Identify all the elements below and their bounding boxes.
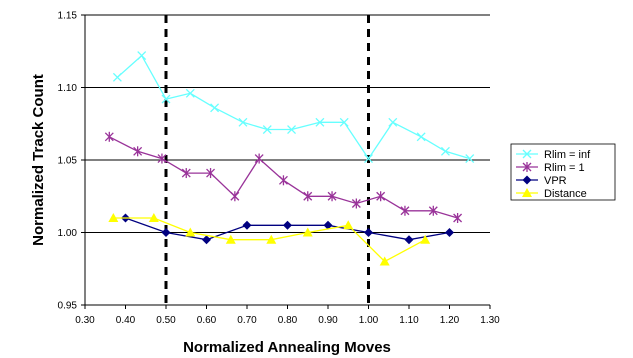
- data-point-1-8: [303, 191, 313, 202]
- data-point-0-12: [416, 132, 426, 142]
- legend-marker-0: [522, 149, 532, 159]
- data-point-3-6: [343, 220, 354, 230]
- data-point-3-7: [379, 256, 390, 266]
- data-point-1-13: [428, 205, 438, 216]
- data-point-0-14: [465, 154, 475, 164]
- data-point-1-2: [157, 153, 167, 164]
- x-tick-label-6: 0.90: [318, 315, 338, 326]
- gridlines: [85, 14, 490, 233]
- x-tick-label-7: 1.00: [359, 315, 379, 326]
- legend-item-1: Rlim = 1: [516, 162, 585, 174]
- data-point-0-9: [339, 117, 349, 127]
- data-point-0-13: [440, 146, 450, 156]
- data-point-1-5: [230, 191, 240, 202]
- data-point-0-7: [287, 125, 297, 135]
- data-point-3-4: [266, 234, 277, 244]
- legend-item-3: Distance: [516, 188, 587, 200]
- y-tick-label-1: 1.00: [58, 228, 78, 239]
- data-point-1-11: [376, 191, 386, 202]
- data-point-0-6: [262, 125, 272, 135]
- legend-marker-1: [522, 162, 532, 172]
- data-point-2-3: [242, 220, 252, 230]
- legend-label-2: VPR: [544, 175, 567, 187]
- y-axis-title: Normalized Track Count: [30, 74, 47, 246]
- x-tick-labels: 0.30 0.40 0.50 0.60 0.70 0.80 0.90 1.00 1.10 1.20…: [75, 305, 500, 326]
- data-point-3-5: [302, 227, 313, 237]
- series-1: [104, 131, 463, 223]
- data-point-0-8: [315, 117, 325, 127]
- y-tick-label-2: 1.05: [58, 156, 78, 167]
- y-tick-labels: 0.95 1.00 1.05 1.10 1.15: [58, 11, 85, 312]
- reference-lines: [164, 15, 370, 305]
- x-tick-label-5: 0.80: [278, 315, 298, 326]
- data-point-0-3: [185, 88, 195, 98]
- data-point-2-8: [445, 228, 454, 237]
- legend-label-1: Rlim = 1: [544, 162, 585, 174]
- series-3: [108, 213, 431, 266]
- data-point-1-6: [254, 153, 264, 164]
- series-layer: [104, 51, 475, 266]
- series-0: [112, 51, 475, 164]
- x-tick-label-9: 1.20: [440, 315, 460, 326]
- x-tick-label-8: 1.10: [399, 315, 419, 326]
- legend-item-0: Rlim = inf: [516, 149, 591, 161]
- data-point-1-7: [278, 175, 288, 186]
- x-tick-label-2: 0.50: [156, 315, 176, 326]
- data-point-2-4: [283, 220, 292, 230]
- data-point-0-5: [238, 117, 248, 127]
- x-tick-label-10: 1.30: [480, 315, 500, 326]
- legend-label-0: Rlim = inf: [544, 149, 591, 161]
- y-tick-label-3: 1.10: [58, 83, 78, 94]
- data-point-3-0: [108, 213, 119, 222]
- data-point-0-11: [388, 117, 398, 127]
- data-point-2-6: [364, 228, 373, 237]
- data-point-1-3: [181, 168, 191, 179]
- data-point-3-2: [185, 227, 196, 237]
- data-point-3-1: [148, 213, 159, 222]
- x-tick-label-4: 0.70: [237, 315, 257, 326]
- plot-area: 0.30 0.40 0.50 0.60 0.70 0.80 0.90 1.00 1.10 1.20…: [58, 11, 501, 327]
- data-point-0-4: [210, 103, 220, 113]
- data-point-1-4: [206, 168, 216, 179]
- legend-marker-2: [522, 175, 532, 185]
- x-tick-label-3: 0.60: [197, 315, 217, 326]
- data-point-1-10: [351, 198, 361, 209]
- data-point-2-1: [161, 228, 171, 237]
- legend-marker-3: [522, 188, 532, 197]
- data-point-0-2: [161, 94, 171, 104]
- data-point-3-3: [225, 234, 236, 244]
- data-point-3-8: [420, 234, 431, 244]
- data-point-1-9: [327, 191, 337, 202]
- data-point-0-0: [112, 72, 122, 82]
- data-point-1-1: [133, 146, 143, 157]
- data-point-1-12: [400, 205, 410, 216]
- data-point-2-2: [202, 235, 211, 245]
- data-point-1-0: [104, 131, 114, 142]
- x-tick-label-1: 0.40: [116, 315, 136, 326]
- series-2: [121, 213, 454, 245]
- y-tick-label-0: 0.95: [58, 301, 78, 312]
- legend-item-2: VPR: [516, 175, 567, 187]
- data-point-0-1: [137, 51, 147, 61]
- x-tick-label-0: 0.30: [75, 315, 95, 326]
- data-point-2-7: [404, 235, 414, 245]
- x-axis-title: Normalized Annealing Moves: [183, 339, 391, 356]
- data-point-1-14: [453, 213, 463, 223]
- data-point-2-5: [323, 220, 333, 230]
- data-point-0-10: [364, 154, 373, 164]
- y-tick-label-4: 1.15: [58, 11, 78, 22]
- legend-label-3: Distance: [544, 188, 587, 200]
